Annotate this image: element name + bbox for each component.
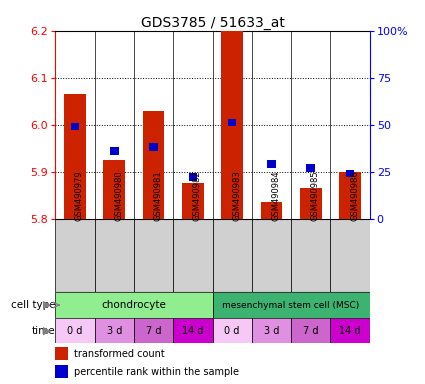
Bar	[71, 123, 79, 130]
Text: percentile rank within the sample: percentile rank within the sample	[74, 367, 239, 377]
Bar	[300, 188, 322, 218]
Text: 14 d: 14 d	[339, 326, 361, 336]
Bar	[110, 147, 119, 155]
Bar	[64, 94, 86, 218]
Bar	[267, 160, 276, 168]
Bar	[55, 218, 94, 292]
Text: 14 d: 14 d	[182, 326, 204, 336]
Bar	[55, 292, 212, 318]
Bar	[134, 318, 173, 343]
Text: 0 d: 0 d	[67, 326, 82, 336]
Bar	[212, 292, 370, 318]
Text: GSM490986: GSM490986	[350, 170, 359, 221]
Bar	[228, 119, 236, 126]
Bar	[103, 160, 125, 218]
Text: 3 d: 3 d	[107, 326, 122, 336]
Bar	[173, 218, 212, 292]
Bar	[55, 318, 94, 343]
Text: 3 d: 3 d	[264, 326, 279, 336]
Bar	[252, 218, 291, 292]
Bar	[212, 318, 252, 343]
Bar	[221, 31, 243, 218]
Bar	[291, 318, 331, 343]
Bar	[55, 347, 68, 360]
Title: GDS3785 / 51633_at: GDS3785 / 51633_at	[141, 16, 284, 30]
Bar	[134, 218, 173, 292]
Bar	[173, 318, 212, 343]
Bar	[291, 218, 331, 292]
Text: GSM490983: GSM490983	[232, 170, 241, 221]
Bar	[346, 170, 354, 177]
Bar	[212, 218, 252, 292]
Text: transformed count: transformed count	[74, 349, 165, 359]
Text: 7 d: 7 d	[303, 326, 318, 336]
Text: GSM490981: GSM490981	[153, 170, 162, 221]
Bar	[252, 318, 291, 343]
Text: GSM490984: GSM490984	[272, 170, 280, 221]
Text: GSM490982: GSM490982	[193, 170, 202, 221]
Text: GSM490985: GSM490985	[311, 170, 320, 221]
Bar	[306, 164, 315, 172]
Text: 0 d: 0 d	[224, 326, 240, 336]
Bar	[55, 366, 68, 378]
Text: cell type: cell type	[11, 300, 55, 310]
Bar	[331, 318, 370, 343]
Text: GSM490979: GSM490979	[75, 170, 84, 221]
Bar	[189, 174, 197, 181]
Bar	[143, 111, 164, 218]
Text: ▶: ▶	[42, 300, 51, 310]
Bar	[339, 172, 361, 218]
Bar	[331, 218, 370, 292]
Text: mesenchymal stem cell (MSC): mesenchymal stem cell (MSC)	[223, 301, 360, 310]
Bar	[94, 218, 134, 292]
Text: time: time	[31, 326, 55, 336]
Bar	[94, 318, 134, 343]
Text: chondrocyte: chondrocyte	[102, 300, 166, 310]
Bar	[261, 202, 282, 218]
Text: GSM490980: GSM490980	[114, 170, 123, 221]
Text: ▶: ▶	[42, 326, 51, 336]
Bar	[149, 143, 158, 151]
Bar	[182, 183, 204, 218]
Text: 7 d: 7 d	[146, 326, 161, 336]
